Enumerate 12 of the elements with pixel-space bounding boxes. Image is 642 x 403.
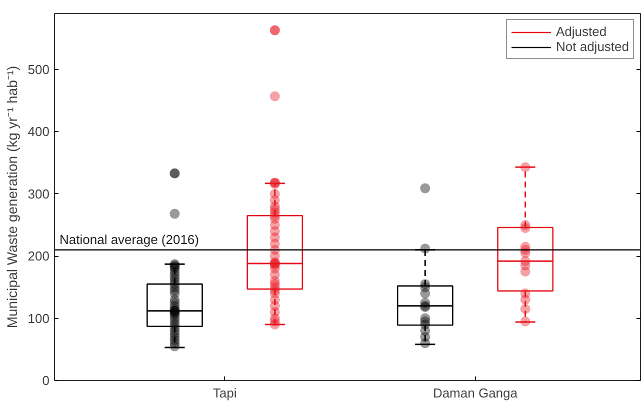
y-axis-title: Municipal Waste generation (kg yr⁻¹ hab⁻¹)	[4, 66, 20, 328]
ref-line-label: National average (2016)	[60, 232, 199, 247]
y-tick-label: 300	[28, 186, 50, 202]
legend-label: Adjusted	[556, 24, 607, 39]
y-tick-label: 100	[28, 310, 50, 326]
y-tick-label: 0	[42, 373, 50, 388]
x-tick-label: Daman Ganga	[432, 386, 518, 400]
y-tick-label: 400	[28, 124, 50, 140]
y-tick-label: 500	[28, 62, 50, 77]
y-tick-label: 200	[28, 248, 50, 264]
x-tick-label: Tapi	[212, 386, 237, 400]
legend-label: Not adjusted	[556, 39, 629, 54]
